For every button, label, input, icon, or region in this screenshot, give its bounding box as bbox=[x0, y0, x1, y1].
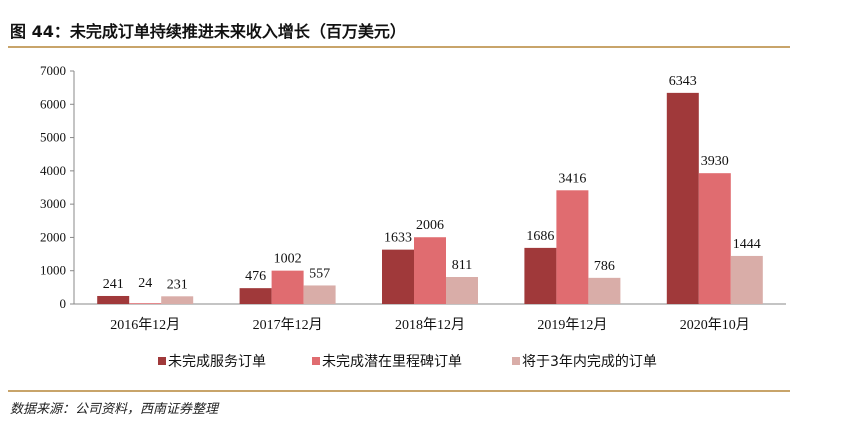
bar bbox=[161, 296, 194, 304]
y-tick-label: 6000 bbox=[40, 96, 66, 111]
data-label: 1686 bbox=[526, 229, 554, 244]
bar bbox=[730, 255, 763, 304]
data-label: 2006 bbox=[416, 218, 444, 233]
data-label: 241 bbox=[103, 277, 124, 292]
legend-swatch bbox=[512, 357, 520, 365]
bar bbox=[588, 277, 621, 304]
bar bbox=[303, 285, 336, 304]
bar bbox=[271, 270, 304, 304]
x-tick-label: 2020年10月 bbox=[680, 317, 750, 333]
legend-label: 将于3年内完成的订单 bbox=[522, 354, 657, 370]
x-tick-label: 2017年12月 bbox=[253, 317, 323, 333]
bar bbox=[97, 295, 130, 304]
legend-label: 未完成潜在里程碑订单 bbox=[322, 354, 462, 370]
data-label: 1002 bbox=[274, 252, 302, 267]
data-label: 557 bbox=[309, 266, 330, 281]
bar bbox=[129, 303, 162, 304]
legend-label: 未完成服务订单 bbox=[168, 354, 266, 370]
data-label: 476 bbox=[245, 269, 266, 284]
bar bbox=[414, 237, 446, 304]
y-tick-label: 7000 bbox=[40, 63, 66, 78]
bar bbox=[382, 249, 414, 304]
data-label: 786 bbox=[594, 259, 615, 274]
x-tick-label: 2018年12月 bbox=[395, 317, 465, 333]
figure-title: 图 44：未完成订单持续推进未来收入增长（百万美元） bbox=[10, 22, 406, 41]
bar bbox=[524, 247, 557, 304]
data-label: 1444 bbox=[733, 237, 761, 252]
data-label: 3930 bbox=[701, 154, 729, 169]
data-label: 24 bbox=[138, 276, 152, 291]
data-label: 1633 bbox=[384, 231, 412, 246]
legend-swatch bbox=[312, 357, 320, 365]
y-tick-label: 3000 bbox=[40, 196, 66, 211]
bar bbox=[446, 277, 478, 304]
y-tick-label: 2000 bbox=[40, 229, 66, 244]
y-tick-label: 4000 bbox=[40, 163, 66, 178]
data-label: 6343 bbox=[669, 74, 697, 89]
bar bbox=[666, 92, 699, 304]
legend-swatch bbox=[158, 357, 166, 365]
bar bbox=[239, 288, 272, 304]
source-note: 数据来源：公司资料，西南证券整理 bbox=[10, 402, 220, 417]
y-tick-label: 5000 bbox=[40, 130, 66, 145]
x-tick-label: 2019年12月 bbox=[537, 317, 607, 333]
y-tick-label: 1000 bbox=[40, 263, 66, 278]
data-label: 231 bbox=[167, 277, 188, 292]
x-tick-label: 2016年12月 bbox=[110, 317, 180, 333]
y-tick-label: 0 bbox=[60, 296, 67, 311]
bar bbox=[556, 190, 589, 304]
bar bbox=[698, 173, 731, 304]
data-label: 811 bbox=[452, 258, 472, 273]
data-label: 3416 bbox=[558, 171, 586, 186]
